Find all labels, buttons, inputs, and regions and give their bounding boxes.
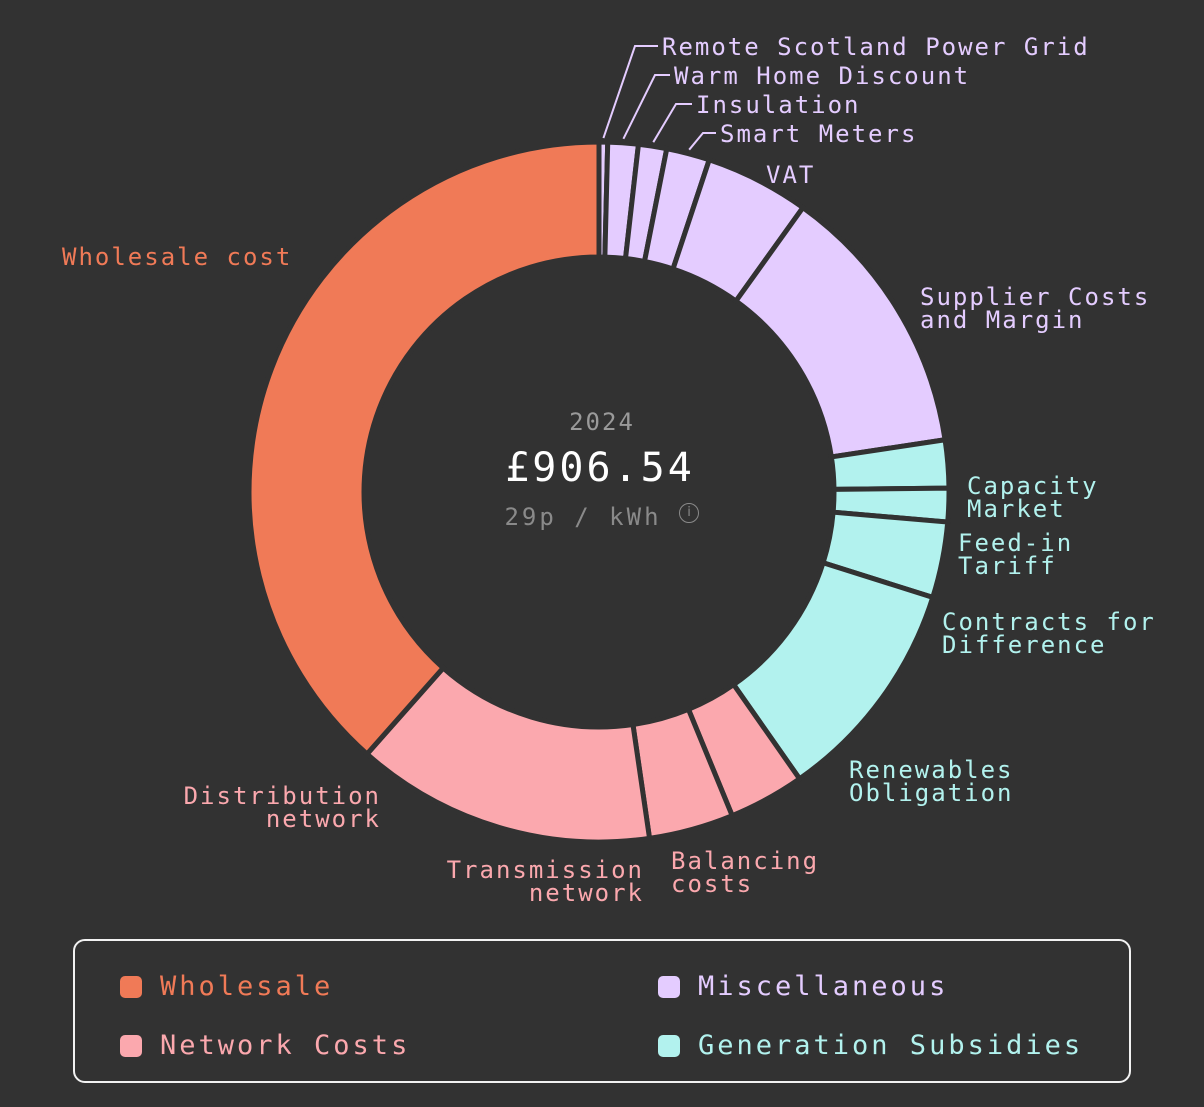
legend: Wholesale Miscellaneous Network Costs Ge… bbox=[73, 939, 1131, 1083]
slice-label-insulation: Insulation bbox=[696, 91, 861, 119]
slice-label-distribution-network: Distribution network bbox=[184, 782, 381, 833]
slice-label-renewables-obligation: Renewables Obligation bbox=[849, 756, 1014, 807]
legend-item-network-costs[interactable]: Network Costs bbox=[120, 1030, 410, 1061]
slice-label-wholesale-cost: Wholesale cost bbox=[62, 243, 292, 271]
center-year: 2024 bbox=[569, 408, 635, 436]
slice-label-warm-home-discount: Warm Home Discount bbox=[674, 62, 970, 90]
slice-label-balancing-costs: Balancing costs bbox=[671, 847, 819, 898]
info-icon[interactable]: i bbox=[679, 503, 699, 523]
leader-line-remote-scotland-power-grid bbox=[602, 45, 658, 139]
center-rate: 29p / kWh bbox=[504, 503, 661, 531]
slice-label-smart-meters: Smart Meters bbox=[720, 120, 917, 148]
leader-line-smart-meters bbox=[688, 132, 716, 151]
legend-item-miscellaneous[interactable]: Miscellaneous bbox=[658, 971, 948, 1002]
slice-label-remote-scotland-power-grid: Remote Scotland Power Grid bbox=[662, 33, 1090, 61]
slice-label-vat: VAT bbox=[766, 161, 815, 189]
slice-label-transmission-network: Transmission network bbox=[447, 856, 644, 907]
legend-swatch bbox=[658, 975, 680, 998]
leader-line-insulation bbox=[652, 103, 692, 143]
legend-swatch bbox=[120, 975, 142, 998]
legend-label: Network Costs bbox=[160, 1030, 411, 1061]
legend-swatch bbox=[120, 1034, 142, 1057]
legend-item-wholesale[interactable]: Wholesale bbox=[120, 971, 333, 1002]
slice-label-feed-in-tariff: Feed-in Tariff bbox=[958, 529, 1073, 580]
legend-item-generation-subsidies[interactable]: Generation Subsidies bbox=[658, 1030, 1083, 1061]
legend-label: Miscellaneous bbox=[698, 971, 949, 1002]
center-total: £906.54 bbox=[505, 445, 695, 491]
legend-label: Wholesale bbox=[160, 971, 334, 1002]
legend-label: Generation Subsidies bbox=[698, 1030, 1084, 1061]
slice-label-capacity-market: Capacity Market bbox=[967, 472, 1099, 523]
slice-label-contracts-for-difference: Contracts for Difference bbox=[942, 608, 1156, 659]
slice-label-supplier-costs-and-margin: Supplier Costs and Margin bbox=[920, 283, 1150, 334]
legend-swatch bbox=[658, 1034, 680, 1057]
slice-wholesale-cost[interactable] bbox=[246, 139, 602, 758]
leader-line-warm-home-discount bbox=[622, 74, 670, 140]
